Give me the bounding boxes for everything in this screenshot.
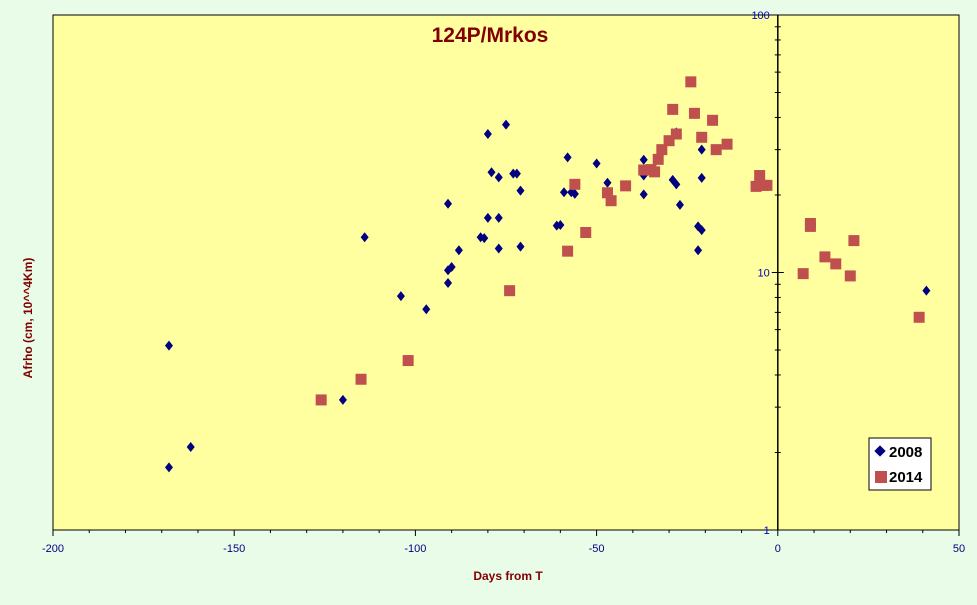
- data-point-2008: [396, 291, 405, 302]
- data-point-2014: [913, 311, 925, 323]
- data-point-2008: [639, 189, 648, 200]
- data-point-2008: [502, 119, 510, 130]
- data-point-2014: [656, 144, 668, 156]
- data-point-2008: [494, 172, 503, 183]
- data-point-2014: [721, 138, 733, 150]
- data-point-2008: [494, 243, 503, 254]
- data-point-2008: [556, 219, 565, 230]
- data-point-2008: [675, 199, 684, 210]
- data-point-2014: [688, 107, 700, 119]
- data-point-2014: [750, 180, 762, 192]
- legend-label-2008: 2008: [889, 444, 922, 461]
- data-points: [164, 76, 931, 473]
- y-tick-label: 1: [764, 525, 770, 537]
- data-point-2014: [569, 178, 581, 190]
- data-point-2008: [592, 158, 601, 169]
- data-point-2014: [761, 179, 773, 191]
- y-tick-label: 10: [758, 268, 770, 280]
- data-point-2008: [603, 177, 612, 188]
- data-point-2014: [707, 114, 719, 126]
- data-point-2008: [516, 185, 525, 196]
- data-point-2008: [559, 187, 568, 198]
- data-point-2008: [563, 152, 572, 163]
- y-tick-label: 100: [751, 10, 769, 22]
- x-tick-label: -50: [589, 543, 605, 555]
- data-point-2014: [649, 166, 661, 178]
- data-point-2014: [580, 227, 592, 239]
- data-point-2008: [186, 442, 195, 453]
- legend-marker-2014: [875, 471, 887, 483]
- data-point-2014: [355, 373, 367, 385]
- data-point-2008: [447, 262, 456, 273]
- legend: 2008 2014: [868, 437, 932, 491]
- y-axis-label: Afrho (cm, 10^^4Km): [21, 258, 35, 379]
- data-point-2008: [570, 188, 579, 199]
- x-tick-label: 50: [953, 543, 965, 555]
- data-point-2014: [663, 135, 675, 147]
- data-point-2014: [830, 258, 842, 270]
- legend-marker-2008: [874, 445, 886, 457]
- x-tick-label: 0: [775, 543, 781, 555]
- plot-area: [52, 14, 960, 531]
- data-point-2008: [338, 394, 347, 405]
- axis-ticks: -200 -150 -100 -50 0 50 1 10 100: [42, 10, 965, 555]
- data-point-2014: [797, 268, 809, 280]
- data-point-2008: [164, 340, 173, 351]
- data-point-2014: [667, 103, 679, 115]
- data-point-2014: [754, 170, 766, 182]
- data-point-2014: [620, 180, 632, 192]
- data-point-2008: [360, 232, 369, 243]
- data-point-2014: [605, 195, 617, 207]
- data-point-2008: [516, 241, 525, 252]
- data-point-2014: [562, 245, 574, 257]
- data-point-2014: [804, 220, 816, 232]
- x-tick-label: -100: [404, 543, 426, 555]
- data-point-2008: [512, 168, 521, 179]
- x-axis-label: Days from T: [473, 569, 543, 583]
- data-point-2014: [844, 270, 856, 282]
- data-point-2008: [480, 233, 489, 244]
- x-tick-label: -150: [223, 543, 245, 555]
- data-point-2014: [670, 128, 682, 140]
- data-point-2008: [639, 154, 648, 165]
- data-point-2014: [848, 235, 860, 247]
- data-point-2008: [494, 212, 503, 223]
- data-point-2014: [696, 131, 708, 143]
- data-point-2014: [315, 394, 327, 406]
- data-point-2014: [710, 144, 722, 156]
- series-2014: [315, 76, 925, 406]
- data-point-2014: [601, 187, 613, 199]
- data-point-2008: [444, 198, 453, 209]
- data-point-2014: [819, 251, 831, 263]
- data-point-2008: [483, 212, 492, 223]
- data-point-2014: [402, 355, 414, 367]
- data-point-2008: [697, 144, 706, 155]
- data-point-2008: [694, 245, 703, 256]
- data-point-2008: [487, 167, 496, 178]
- data-point-2014: [685, 76, 697, 88]
- data-point-2008: [454, 245, 463, 256]
- data-point-2008: [164, 462, 173, 473]
- data-point-2008: [422, 304, 431, 315]
- data-point-2008: [483, 129, 492, 140]
- data-point-2008: [672, 179, 681, 190]
- x-tick-label: -200: [42, 543, 64, 555]
- data-point-2008: [444, 278, 453, 289]
- chart-title: 124P/Mrkos: [432, 24, 549, 47]
- legend-label-2014: 2014: [889, 469, 923, 486]
- data-point-2014: [638, 164, 650, 176]
- data-point-2008: [697, 172, 706, 183]
- data-point-2008: [922, 285, 931, 296]
- data-point-2014: [652, 153, 664, 165]
- data-point-2014: [504, 285, 516, 297]
- data-point-2008: [697, 225, 706, 236]
